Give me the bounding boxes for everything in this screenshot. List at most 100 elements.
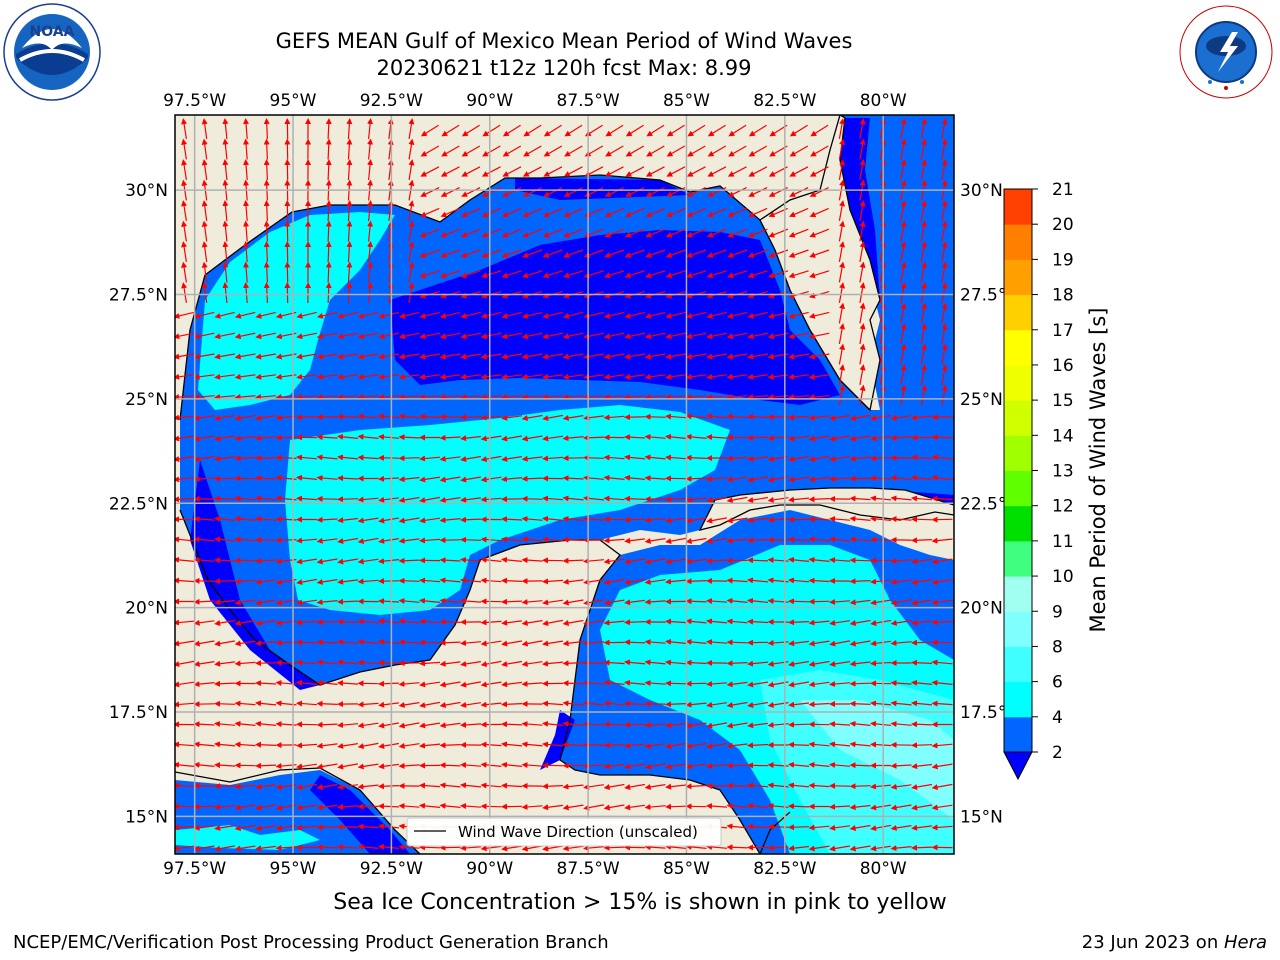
wave-direction-arrow [175,353,194,360]
wave-direction-arrow [808,516,830,523]
lon-tick-label-top: 87.5°W [557,91,620,111]
wave-direction-arrow [255,435,277,442]
wave-direction-arrow [931,537,953,544]
wave-direction-arrow [941,118,948,140]
wave-direction-arrow [542,455,564,462]
wave-direction-arrow [789,207,809,218]
wave-direction-arrow [789,145,809,157]
wave-direction-arrow [706,598,728,605]
wave-direction-arrow [859,302,866,324]
wave-direction-arrow [583,619,604,626]
wave-direction-arrow [726,681,748,688]
wave-direction-arrow [685,618,707,625]
wave-direction-arrow [747,701,768,708]
wave-direction-arrow [583,639,605,646]
wave-direction-arrow [501,721,523,728]
wave-direction-arrow [900,138,907,160]
wave-direction-arrow [201,261,208,283]
wave-direction-arrow [255,373,276,380]
wave-direction-arrow [482,145,501,157]
wave-direction-arrow [665,311,686,319]
wave-direction-arrow [900,323,907,345]
wave-direction-arrow [644,475,666,482]
wave-direction-arrow [849,660,871,667]
wave-direction-arrow [419,373,440,380]
caribbean-palest [800,700,954,820]
wave-direction-arrow [234,353,256,360]
wave-direction-arrow [624,311,645,319]
wave-direction-arrow [460,249,481,258]
wave-direction-arrow [685,638,707,645]
wave-direction-arrow [624,270,645,279]
wave-direction-arrow [255,680,277,687]
wave-direction-arrow [890,640,912,647]
wave-direction-arrow [398,311,420,319]
wave-direction-arrow [941,302,948,324]
wave-direction-arrow [460,228,481,238]
wave-direction-arrow [849,720,871,727]
wave-direction-arrow [900,364,907,386]
wave-direction-arrow [357,332,379,340]
wave-direction-arrow [316,537,338,544]
wave-direction-arrow [346,118,353,140]
wave-direction-arrow [686,270,707,279]
wave-direction-arrow [900,200,907,222]
wave-direction-arrow [911,578,932,585]
wave-direction-arrow [706,537,727,544]
lat-tick-label-left: 25°N [125,390,168,410]
wave-direction-arrow [838,323,846,345]
wave-direction-arrow [316,700,338,707]
wave-direction-arrow [222,220,229,242]
wave-direction-arrow [439,353,461,360]
chart-title: GEFS MEAN Gulf of Mexico Mean Period of … [275,29,853,53]
wave-direction-arrow [624,558,645,565]
wave-direction-arrow [562,599,584,606]
wave-direction-arrow [419,577,441,584]
wave-direction-arrow [645,166,665,177]
lon-tick-label-bottom: 80°W [860,859,907,879]
wave-direction-arrow [501,516,523,523]
wave-direction-arrow [419,537,441,544]
wave-direction-arrow [460,414,482,421]
wave-direction-arrow [521,495,543,502]
wave-direction-arrow [419,742,441,749]
wave-direction-arrow [788,640,809,647]
wave-direction-arrow [624,454,646,461]
wave-direction-arrow [727,249,748,258]
wave-direction-arrow [439,332,461,340]
wave-direction-arrow [275,537,297,544]
wave-direction-arrow [849,578,871,585]
wave-direction-arrow [685,598,707,605]
wave-direction-arrow [378,332,399,340]
wave-direction-arrow [838,241,846,263]
wave-direction-arrow [234,700,256,707]
wave-direction-arrow [563,249,584,258]
wave-direction-arrow [316,434,338,441]
wave-direction-arrow [193,536,215,543]
wave-direction-arrow [809,270,830,279]
wave-direction-arrow [748,145,768,157]
wave-direction-arrow [726,476,748,483]
wave-direction-arrow [838,220,846,242]
wave-direction-arrow [419,270,440,279]
wave-direction-arrow [665,701,687,708]
colorbar-tick-label: 4 [1052,708,1063,728]
wave-direction-arrow [480,619,502,626]
wave-direction-arrow [728,124,747,137]
wave-direction-arrow [502,166,522,177]
wave-direction-arrow [296,742,318,749]
wave-direction-arrow [788,353,809,360]
colorbar-swatch [1004,540,1032,577]
wave-direction-arrow [460,536,482,543]
wave-direction-arrow [521,660,543,667]
wave-direction-arrow [501,598,523,605]
wave-direction-arrow [687,124,706,137]
wave-direction-arrow [193,394,215,401]
wave-direction-arrow [665,373,686,380]
wave-direction-arrow [747,249,768,258]
coastline-florida [759,115,881,412]
wave-direction-arrow [193,782,215,789]
wave-direction-arrow [900,384,907,406]
wave-direction-arrow [201,179,208,201]
wave-direction-arrow [481,166,501,177]
